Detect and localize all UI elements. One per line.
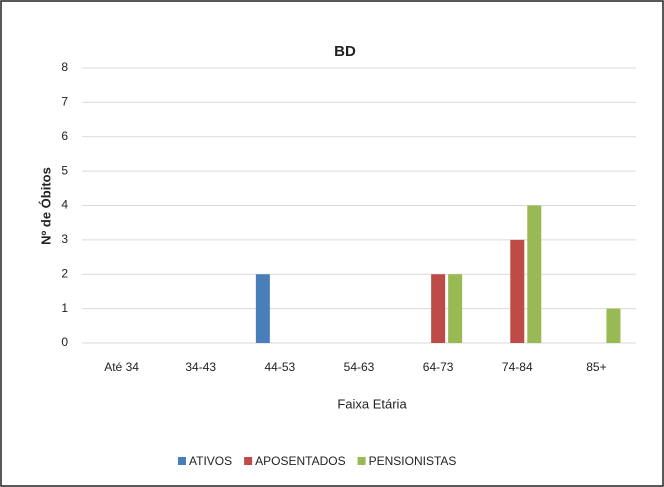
x-tick-label: 85+ xyxy=(586,360,606,374)
y-tick-label: 5 xyxy=(61,163,68,177)
x-tick-label: 54-63 xyxy=(344,360,375,374)
legend-swatch xyxy=(244,457,253,465)
bar xyxy=(448,274,463,343)
bar xyxy=(431,274,446,343)
x-tick-label: Até 34 xyxy=(104,360,139,374)
legend-label: APOSENTADOS xyxy=(255,454,345,468)
legend-swatch xyxy=(178,457,186,465)
y-tick-label: 4 xyxy=(61,198,68,212)
y-tick-label: 7 xyxy=(61,95,68,109)
y-tick-label: 1 xyxy=(61,301,68,315)
y-tick-label: 8 xyxy=(61,60,68,74)
y-tick-label: 0 xyxy=(61,335,68,349)
legend-label: PENSIONISTAS xyxy=(369,454,457,468)
bar xyxy=(255,274,270,343)
y-tick-label: 6 xyxy=(61,129,68,143)
x-tick-label: 44-53 xyxy=(265,360,296,374)
bar xyxy=(606,308,621,343)
bar xyxy=(527,205,542,343)
x-tick-label: 74-84 xyxy=(502,360,533,374)
y-tick-label: 2 xyxy=(61,266,68,280)
x-axis-label: Faixa Etária xyxy=(337,396,407,411)
legend-swatch xyxy=(357,457,366,465)
chart-title: BD xyxy=(334,43,356,60)
x-tick-label: 34-43 xyxy=(185,360,216,374)
bar xyxy=(510,239,525,343)
y-axis-label: Nº de Óbitos xyxy=(38,167,53,245)
legend-label: ATIVOS xyxy=(189,454,232,468)
x-tick-label: 64-73 xyxy=(423,360,454,374)
y-tick-label: 3 xyxy=(61,232,68,246)
